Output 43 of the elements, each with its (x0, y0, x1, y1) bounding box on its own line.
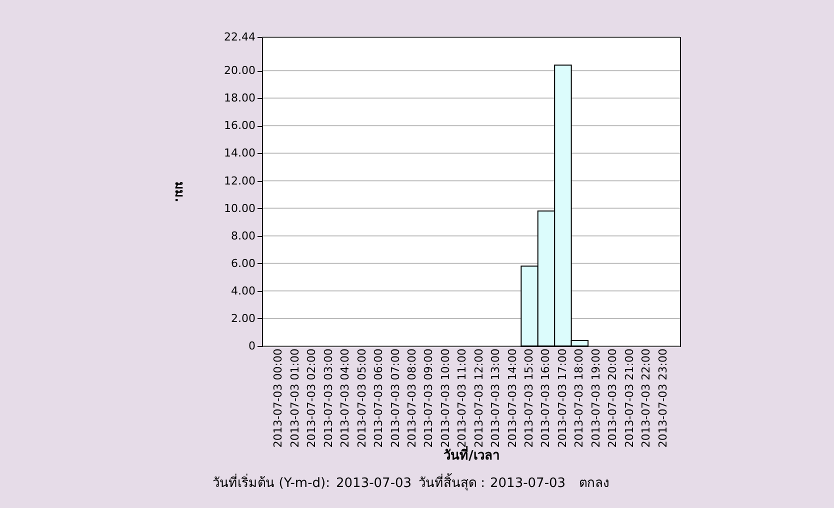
x-tick-label: 2013-07-03 11:00 (456, 348, 469, 448)
y-tick-label: 6.00 (231, 256, 256, 270)
x-tick-label: 2013-07-03 22:00 (640, 348, 653, 448)
x-tick-label: 2013-07-03 03:00 (322, 348, 335, 448)
x-tick-label: 2013-07-03 17:00 (556, 348, 569, 448)
x-tick-label: 2013-07-03 16:00 (539, 348, 552, 448)
text: ตกลง (579, 476, 609, 491)
y-tick-label: 2.00 (231, 312, 256, 325)
y-tick-label: 18.00 (224, 92, 256, 105)
y-tick-label: 8.00 (231, 229, 256, 242)
x-tick-label: 2013-07-03 12:00 (472, 348, 486, 448)
y-tick-label: 20.00 (224, 64, 256, 78)
x-tick-label: 2013-07-03 07:00 (388, 348, 402, 448)
x-tick-label: 2013-07-03 08:00 (405, 348, 418, 448)
text: วันที่เริ่มต้น (Y-m-d): (212, 474, 330, 491)
x-axis-title: วันที่/เวลา (444, 448, 500, 464)
x-tick-label: 2013-07-03 14:00 (506, 348, 519, 448)
x-tick-label: 2013-07-03 21:00 (622, 348, 636, 448)
x-tick-label: 2013-07-03 01:00 (288, 348, 302, 448)
x-tick-label: 2013-07-03 20:00 (606, 348, 620, 448)
x-tick-label: 2013-07-03 13:00 (489, 348, 502, 448)
x-tick-label: 2013-07-03 10:00 (438, 348, 452, 448)
x-tick-label: 2013-07-03 19:00 (589, 348, 602, 448)
x-tick-label: 2013-07-03 00:00 (272, 348, 285, 448)
x-tick-label: 2013-07-03 02:00 (305, 348, 318, 448)
x-tick-label: 2013-07-03 05:00 (355, 348, 368, 448)
text: 2013-07-03 (336, 476, 412, 491)
y-tick-label: 16.00 (224, 119, 256, 132)
y-tick-label: 22.44 (224, 30, 256, 44)
y-tick-label: 14.00 (224, 146, 256, 160)
x-tick-label: 2013-07-03 09:00 (422, 348, 436, 448)
y-tick-label: 10.00 (224, 202, 256, 215)
y-axis-title: มม. (172, 182, 186, 202)
y-tick-label: 12.00 (224, 174, 256, 188)
x-tick-label: 2013-07-03 18:00 (572, 348, 586, 448)
text: วันที่สิ้นสุด : (418, 473, 485, 491)
x-tick-label: 2013-07-03 15:00 (522, 348, 536, 448)
x-tick-label: 2013-07-03 04:00 (338, 348, 352, 448)
text: 2013-07-03 (490, 476, 566, 491)
y-tick-label: 0 (248, 340, 256, 352)
x-tick-label: 2013-07-03 23:00 (656, 348, 670, 448)
x-tick-label: 2013-07-03 06:00 (372, 348, 386, 448)
y-tick-label: 4.00 (231, 284, 256, 298)
